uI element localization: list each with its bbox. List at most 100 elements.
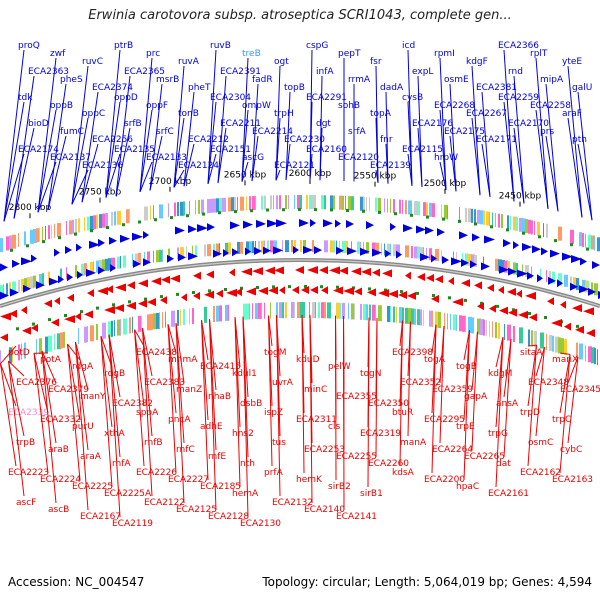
gc-marker: [224, 288, 227, 291]
feature-block: [99, 214, 102, 228]
gene-label: srfA: [348, 127, 367, 137]
reverse-gene-arrow: [310, 286, 318, 294]
feature-block: [390, 244, 391, 256]
forward-gene-arrow: [403, 224, 413, 232]
feature-block: [441, 250, 442, 262]
feature-block: [465, 208, 467, 222]
feature-block: [390, 306, 391, 322]
gc-marker: [282, 208, 285, 211]
forward-gene-arrow: [513, 241, 519, 249]
feature-block: [531, 220, 533, 234]
reverse-gene-arrow: [351, 267, 361, 275]
gene-label: ECA2130: [240, 519, 281, 529]
feature-block: [177, 202, 179, 216]
gene-label: prs: [540, 127, 554, 137]
feature-block: [384, 244, 385, 256]
reverse-gene-arrow: [498, 286, 504, 294]
reverse-gene-arrow: [499, 307, 508, 315]
feature-block: [288, 195, 289, 209]
gene-label: topB: [284, 83, 305, 93]
feature-block: [342, 196, 344, 210]
gene-label: togN: [360, 369, 381, 379]
gc-marker: [170, 216, 173, 219]
forward-gene-arrow: [580, 258, 587, 266]
feature-block: [558, 337, 561, 353]
gene-label: cspG: [306, 41, 328, 51]
reverse-gene-arrow: [292, 286, 299, 294]
feature-block: [312, 240, 314, 252]
feature-block: [132, 317, 133, 333]
feature-block: [123, 256, 126, 268]
feature-block: [441, 204, 442, 218]
gene-label: ECA2119: [112, 519, 153, 529]
reverse-gene-arrow: [258, 287, 268, 295]
forward-gene-arrow: [276, 219, 287, 227]
feature-block: [141, 315, 142, 331]
feature-block: [597, 349, 598, 365]
gene-label: kdgF: [466, 57, 488, 67]
feature-block: [69, 220, 72, 234]
reverse-gene-arrow: [461, 279, 470, 287]
feature-block: [129, 317, 131, 333]
gene-label: treB: [242, 49, 261, 59]
gc-marker: [362, 210, 365, 213]
gene-label: ECA2345: [560, 385, 600, 395]
feature-block: [87, 326, 88, 342]
feature-block: [204, 307, 207, 323]
reverse-gene-arrow: [138, 300, 147, 308]
gene-label: araA: [80, 452, 102, 462]
gene-leader-line: [504, 102, 514, 201]
reverse-gene-arrow: [407, 292, 416, 300]
feature-block: [9, 236, 12, 250]
reverse-gene-arrow: [127, 281, 135, 289]
feature-block: [171, 311, 175, 327]
reverse-gene-arrow: [564, 323, 571, 331]
forward-gene-arrow: [188, 225, 197, 233]
gc-marker: [368, 287, 371, 290]
feature-block: [594, 348, 596, 364]
gc-marker: [80, 310, 83, 313]
feature-block: [546, 270, 547, 282]
gc-marker: [10, 249, 13, 252]
feature-block: [543, 223, 544, 237]
gene-label: rnfC: [176, 445, 195, 455]
reverse-gene-arrow: [448, 277, 454, 285]
reverse-gene-arrow: [206, 270, 214, 278]
gc-marker: [474, 223, 477, 226]
gc-marker: [320, 285, 323, 288]
gene-leader-line: [344, 316, 345, 510]
forward-gene-arrow: [175, 227, 185, 235]
gene-label: ECA2319: [360, 429, 401, 439]
gene-label: pheT: [188, 83, 211, 93]
gene-label: potD: [8, 348, 30, 358]
feature-block: [90, 325, 94, 341]
gene-label: minC: [304, 385, 327, 395]
feature-block: [483, 320, 485, 336]
reverse-gene-arrow: [161, 276, 170, 284]
gc-marker: [410, 214, 413, 217]
feature-block: [255, 196, 256, 210]
reverse-gene-arrow: [67, 294, 74, 302]
forward-gene-arrow: [390, 223, 396, 231]
gc-marker: [330, 208, 333, 211]
feature-block: [24, 231, 26, 245]
gc-marker: [160, 295, 163, 298]
feature-block: [300, 195, 302, 209]
reverse-gene-arrow: [97, 287, 108, 295]
forward-gene-arrow: [420, 253, 430, 261]
forward-gene-arrow: [109, 237, 117, 245]
feature-block: [162, 312, 163, 328]
gc-marker: [256, 286, 259, 289]
feature-block: [162, 249, 163, 261]
feature-block: [570, 230, 574, 244]
gene-label: expL: [412, 67, 433, 77]
feature-block: [333, 196, 335, 210]
feature-block: [507, 325, 511, 341]
gene-label: icd: [402, 41, 415, 51]
feature-block: [315, 302, 316, 318]
gene-label: bioD: [28, 119, 49, 129]
feature-block: [54, 224, 55, 238]
gene-label: hemA: [232, 489, 259, 499]
feature-block: [276, 195, 278, 209]
